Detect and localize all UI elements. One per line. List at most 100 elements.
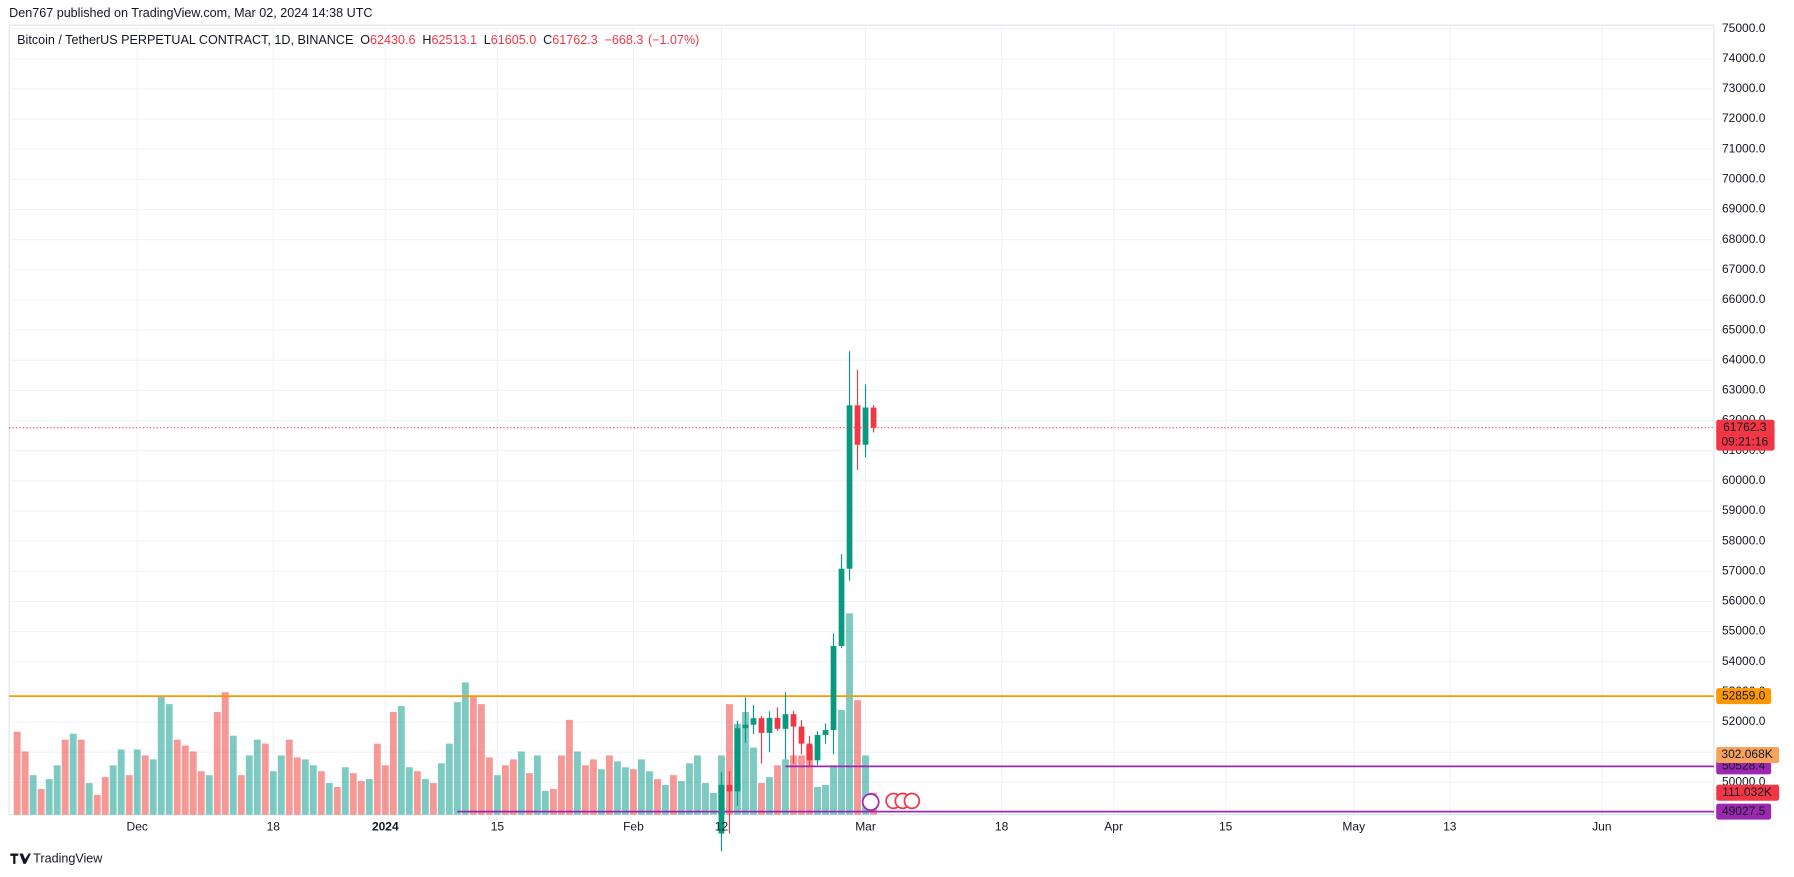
volume-bar: [565, 719, 573, 815]
volume-bar: [445, 743, 453, 815]
y-tick-label: 59000.0: [1722, 503, 1766, 517]
volume-bar: [157, 696, 165, 815]
volume-bar: [45, 779, 53, 815]
candle-body: [838, 568, 845, 646]
legend-key: L: [484, 34, 491, 48]
x-tick-label: Feb: [623, 819, 644, 833]
event-icons: [861, 792, 921, 811]
volume-bar: [101, 777, 109, 815]
event-icon[interactable]: [903, 792, 921, 810]
volume-bar: [766, 777, 773, 815]
y-tick-label: 75000.0: [1722, 21, 1766, 35]
volume-bar: [710, 792, 717, 815]
legend-value: 61762.3: [552, 34, 597, 48]
y-tick-label: 74000.0: [1722, 51, 1766, 65]
x-tick-label: Mar: [855, 819, 876, 833]
volume-bar: [85, 783, 93, 815]
price-pane: [9, 351, 1714, 852]
legend-title: Bitcoin / TetherUS PERPETUAL CONTRACT, 1…: [17, 34, 353, 48]
y-tick-label: 67000.0: [1722, 262, 1766, 276]
candle-body: [718, 784, 725, 834]
volume-bar: [830, 765, 837, 815]
volume-bar: [493, 775, 501, 815]
candle-body: [742, 724, 749, 729]
volume-bar: [229, 735, 237, 815]
volume-bar: [69, 733, 77, 815]
level-label: 49027.5: [1722, 804, 1766, 818]
volume-bar: [814, 787, 821, 815]
volume-bar: [517, 751, 525, 815]
y-tick-label: 63000.0: [1722, 383, 1766, 397]
y-tick-label: 72000.0: [1722, 111, 1766, 125]
volume-bar: [245, 755, 253, 815]
volume-bar: [13, 731, 21, 815]
x-tick-label: Apr: [1104, 819, 1123, 833]
volume-bar: [557, 755, 565, 815]
y-tick-label: 73000.0: [1722, 81, 1766, 95]
y-tick-label: 70000.0: [1722, 172, 1766, 186]
published-note: Den767 published on TradingView.com, Mar…: [9, 6, 372, 20]
volume-bar: [654, 779, 661, 815]
volume-bar: [509, 759, 517, 815]
volume-bar: [862, 755, 869, 815]
volume-bar: [726, 704, 733, 815]
y-tick-label: 71000.0: [1722, 141, 1766, 155]
volume-bar: [501, 765, 509, 815]
volume-bar: [806, 745, 813, 815]
legend-change-pct: (−1.07%): [648, 34, 699, 48]
volume-bar: [742, 712, 749, 815]
volume-bar: [758, 783, 765, 815]
level-tag: [1716, 688, 1772, 705]
volume-bar: [525, 773, 533, 815]
volume-bar: [21, 751, 29, 815]
volume-bar: [846, 613, 853, 815]
candle-body: [726, 784, 733, 792]
volume-bar: [670, 775, 677, 815]
volume-label: 111.032K: [1722, 785, 1772, 799]
volume-bar: [341, 767, 349, 815]
volume-bar: [173, 739, 181, 815]
last-price-label: 61762.3: [1723, 420, 1767, 434]
candle-body: [830, 645, 837, 731]
volume-bar: [597, 769, 605, 815]
x-tick-label: 18: [267, 819, 281, 833]
volume-bar: [782, 759, 789, 815]
candle-body: [846, 405, 853, 569]
level-tag: [1716, 803, 1772, 820]
x-tick-label: 15: [1219, 819, 1233, 833]
volume-bar: [605, 755, 613, 815]
event-icon[interactable]: [861, 793, 880, 811]
y-tick-label: 68000.0: [1722, 232, 1766, 246]
volume-bar: [589, 759, 597, 815]
legend-key: H: [422, 34, 431, 48]
volume-bar: [349, 773, 357, 815]
volume-bar: [638, 759, 645, 815]
price-axis: Dec 18 2024 15 Feb 12 Mar 18 Apr 15 May 13 Jun50000.…: [127, 21, 1780, 833]
volume-bar: [261, 743, 269, 815]
volume-bar: [125, 775, 133, 815]
legend-key: C: [543, 34, 552, 48]
volume-bar: [421, 779, 429, 815]
volume-bar: [461, 682, 469, 815]
candle-body: [806, 743, 813, 761]
volume-bar: [629, 769, 637, 815]
legend-value: 62430.6: [370, 34, 415, 48]
volume-bar: [77, 739, 85, 815]
volume-bar: [854, 700, 861, 815]
volume-bar: [381, 765, 389, 815]
volume-bar: [277, 755, 285, 815]
plot-frame: [8, 24, 1715, 816]
volume-bar: [93, 794, 101, 815]
candle-body: [758, 718, 765, 733]
x-tick-label: May: [1342, 819, 1365, 833]
volume-bar: [365, 779, 373, 815]
candle-body: [790, 714, 797, 727]
candle-body: [854, 405, 861, 445]
volume-tag: [1716, 784, 1780, 801]
volume-bar: [149, 759, 157, 815]
y-tick-label: 58000.0: [1722, 533, 1766, 547]
volume-bar: [397, 706, 405, 815]
y-tick-label: 56000.0: [1722, 594, 1766, 608]
